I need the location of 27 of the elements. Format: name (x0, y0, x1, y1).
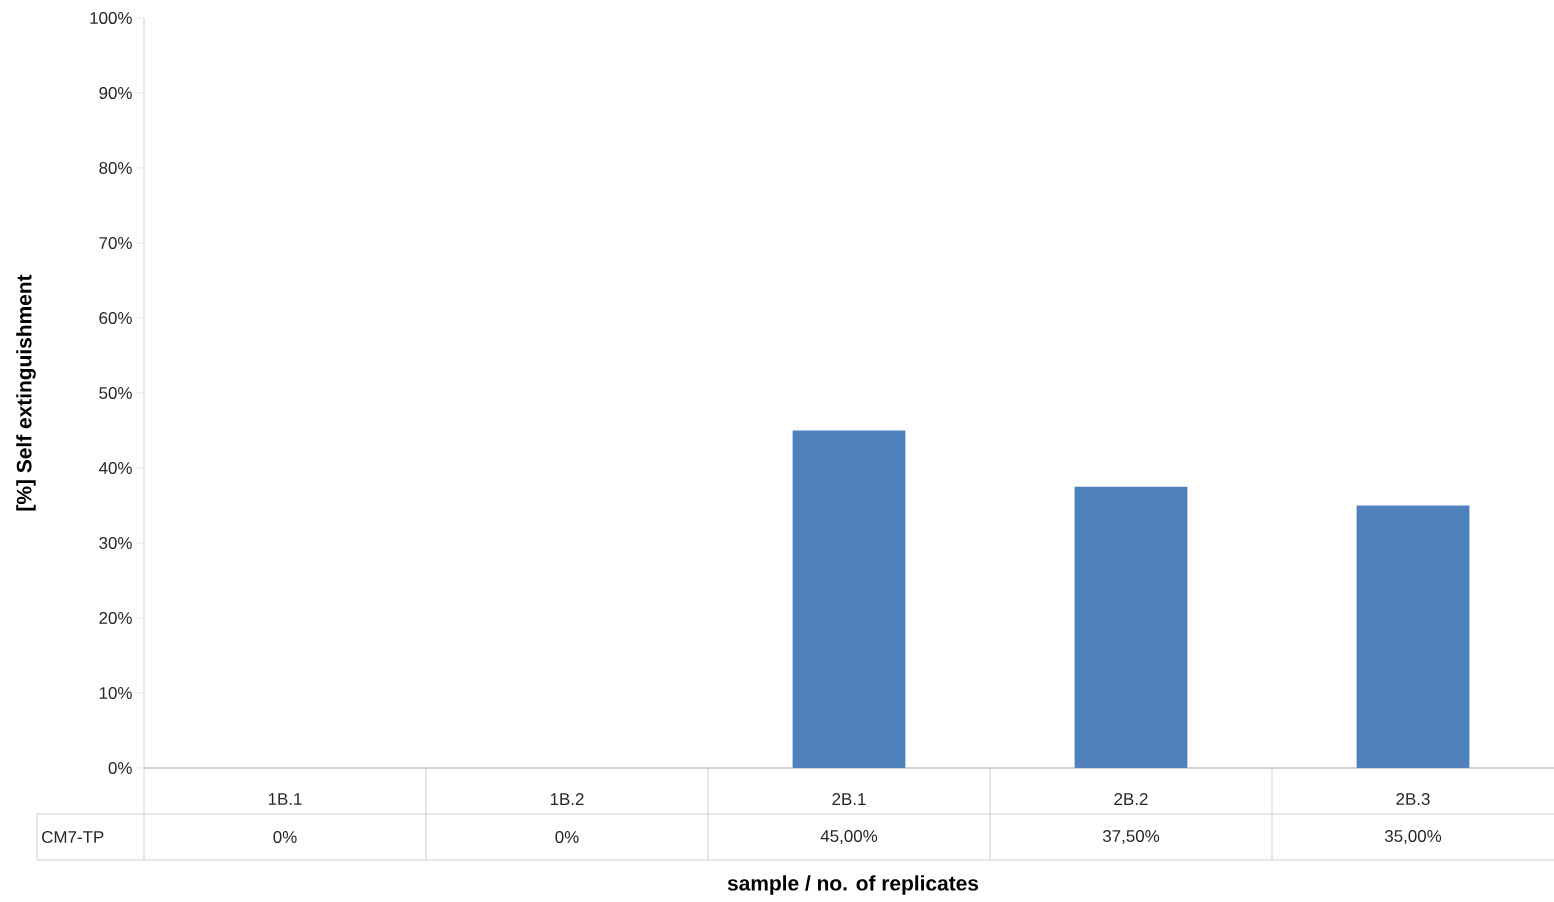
y-tick-label: 50% (99, 386, 132, 399)
bar (1356, 505, 1470, 768)
y-tick-label: 10% (99, 687, 132, 699)
x-tick-label: 1B.2 (550, 793, 584, 805)
x-tick-label: 2B.2 (1114, 793, 1148, 805)
bar (1074, 486, 1188, 768)
y-tick-label: 90% (99, 86, 132, 99)
data-label: 45,00% (820, 830, 878, 844)
text: CM7-TP (42, 831, 104, 843)
y-tick-label: 40% (98, 461, 132, 474)
bar (792, 430, 906, 768)
data-label: 0% (273, 831, 297, 843)
data-label: 35,00% (1384, 830, 1442, 844)
x-tick-label: 2B.3 (1396, 793, 1430, 805)
y-axis-title: [%] Self extinguishment (16, 274, 36, 511)
y-tick-label: 70% (99, 236, 132, 249)
y-tick-label: 60% (99, 311, 132, 324)
y-tick-label: 100% (90, 11, 132, 24)
y-tick-label: 80% (99, 161, 132, 174)
data-label: 37,50% (1102, 830, 1160, 844)
y-tick-label: 0% (108, 762, 132, 774)
x-tick-label: 1B.1 (268, 793, 302, 805)
data-label: 0% (555, 831, 579, 843)
y-tick-label: 30% (99, 536, 132, 549)
x-tick-label: 2B.1 (832, 793, 866, 805)
x-axis-title: sample / no. of replicates (727, 875, 979, 895)
y-tick-label: 20% (99, 611, 132, 624)
